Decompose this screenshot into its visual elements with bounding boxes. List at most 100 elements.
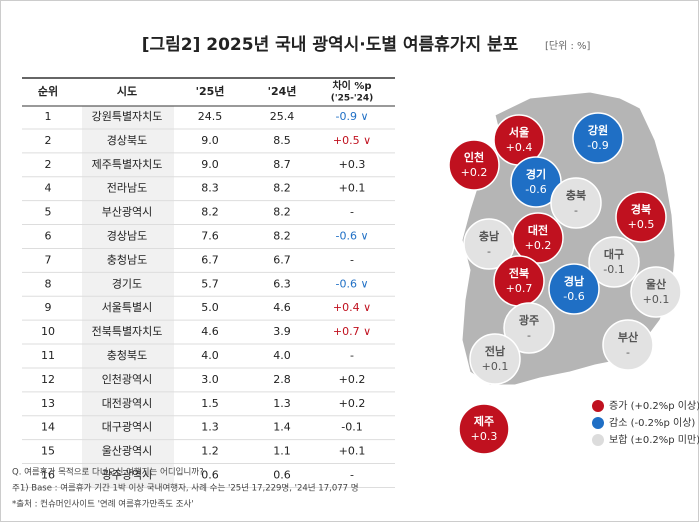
- table-cell: 5: [45, 206, 52, 219]
- legend-dot: [592, 417, 604, 429]
- region-bubble: [588, 236, 640, 288]
- region-value: -: [527, 329, 531, 342]
- region-bubble: [615, 191, 667, 243]
- table-cell: 9: [45, 301, 52, 314]
- column-header: 순위: [38, 85, 58, 98]
- table-cell: 9.0: [201, 134, 219, 147]
- table-cell: 10: [41, 325, 55, 338]
- table-cell: 충청북도: [107, 349, 147, 362]
- table-cell: 8.2: [201, 206, 219, 219]
- table-cell: -: [350, 206, 354, 219]
- table-cell: 광주광역시: [102, 469, 153, 482]
- region-bubble: [630, 266, 682, 318]
- table-cell: 1.1: [273, 445, 291, 458]
- region-value: +0.3: [471, 430, 498, 443]
- region-bubble: [548, 263, 600, 315]
- region-value: -: [626, 346, 630, 359]
- table-cell: +0.7 ∨: [333, 325, 371, 338]
- region-value: +0.1: [643, 293, 670, 306]
- table-cell: 8.2: [273, 182, 291, 195]
- table-cell: 2.8: [273, 373, 291, 386]
- table-cell: 9.0: [201, 158, 219, 171]
- table-cell: 8.5: [273, 134, 291, 147]
- region-value: +0.1: [482, 360, 509, 373]
- region-column-bg: [82, 106, 174, 489]
- footnote: Q. 여름휴가 목적으로 다녀오신 여행지는 어디입니까?: [12, 467, 204, 478]
- table-cell: 4.6: [273, 301, 291, 314]
- table-cell: 16: [41, 469, 55, 482]
- table-cell: +0.3: [339, 158, 366, 171]
- region-name: 대구: [604, 247, 624, 261]
- table-cell: 8.2: [273, 206, 291, 219]
- table-cell: 25.4: [270, 110, 295, 123]
- table-cell: 대구광역시: [102, 421, 153, 434]
- region-value: +0.5: [628, 218, 655, 231]
- table-cell: -0.9 ∨: [335, 110, 368, 123]
- table-cell: 8: [45, 277, 52, 290]
- table-cell: 8.3: [201, 182, 219, 195]
- legend-label: 보합 (±0.2%p 미만): [609, 434, 699, 446]
- table-cell: 12: [41, 373, 55, 386]
- region-bubble: [448, 139, 500, 191]
- table-cell: 1: [45, 110, 52, 123]
- region-value: +0.2: [525, 239, 552, 252]
- table-cell: 전북특별자치도: [92, 325, 163, 338]
- region-name: 부산: [618, 330, 638, 344]
- table-cell: 3.0: [201, 373, 219, 386]
- table-cell: 인천광역시: [102, 372, 153, 386]
- table-cell: 6.7: [201, 253, 219, 266]
- table-cell: -0.1: [341, 421, 362, 434]
- table-cell: 4.0: [273, 349, 291, 362]
- table-cell: 0.6: [201, 469, 219, 482]
- region-bubble: [458, 403, 510, 455]
- region-bubble: [602, 319, 654, 371]
- region-name: 충북: [566, 188, 586, 202]
- region-bubble: [493, 255, 545, 307]
- region-name: 전남: [485, 344, 505, 358]
- table-cell: +0.2: [339, 397, 366, 410]
- title: [그림2] 2025년 국내 광역시·도별 여름휴가지 분포: [142, 34, 519, 55]
- table-cell: 13: [41, 397, 55, 410]
- region-bubble: [572, 112, 624, 164]
- region-name: 경남: [564, 274, 584, 288]
- table-cell: 6.7: [273, 253, 291, 266]
- legend-label: 증가 (+0.2%p 이상): [609, 400, 699, 412]
- region-name: 충남: [479, 229, 499, 243]
- table-cell: 5.7: [201, 277, 219, 290]
- unit: [단위 : %]: [545, 39, 591, 52]
- region-value: -0.6: [563, 290, 584, 303]
- table-cell: 부산광역시: [102, 206, 153, 219]
- table-cell: 1.3: [273, 397, 291, 410]
- region-bubble: [512, 212, 564, 264]
- table-cell: 4: [45, 182, 52, 195]
- region-bubble: [503, 302, 555, 354]
- table-cell: 충청남도: [107, 253, 147, 266]
- table-cell: +0.5 ∨: [333, 134, 371, 147]
- footnote: 주1) Base : 여름휴가 기간 1박 이상 국내여행자, 사례 수는 '2…: [12, 483, 359, 494]
- table-cell: 강원특별자치도: [92, 110, 163, 123]
- table-cell: 1.5: [201, 397, 219, 410]
- region-bubble: [510, 156, 562, 208]
- legend-label: 감소 (-0.2%p 이상): [609, 417, 695, 429]
- region-name: 인천: [464, 150, 484, 164]
- region-name: 전북: [509, 266, 529, 280]
- table-cell: 경상북도: [107, 134, 147, 147]
- table-cell: 5.0: [201, 301, 219, 314]
- legend-dot: [592, 434, 604, 446]
- region-value: -: [574, 204, 578, 217]
- region-name: 강원: [588, 123, 608, 137]
- table-cell: +0.1: [339, 182, 366, 195]
- table-cell: 경기도: [112, 277, 142, 290]
- region-name: 울산: [646, 277, 666, 291]
- table-cell: 제주특별자치도: [92, 158, 163, 171]
- table-cell: +0.4 ∨: [333, 301, 371, 314]
- table-cell: 4.0: [201, 349, 219, 362]
- table-cell: 14: [41, 421, 55, 434]
- table-cell: 6.3: [273, 277, 291, 290]
- region-name: 경기: [526, 167, 546, 181]
- table-cell: -: [350, 253, 354, 266]
- table-cell: 서울특별시: [102, 301, 153, 314]
- region-name: 제주: [474, 414, 494, 428]
